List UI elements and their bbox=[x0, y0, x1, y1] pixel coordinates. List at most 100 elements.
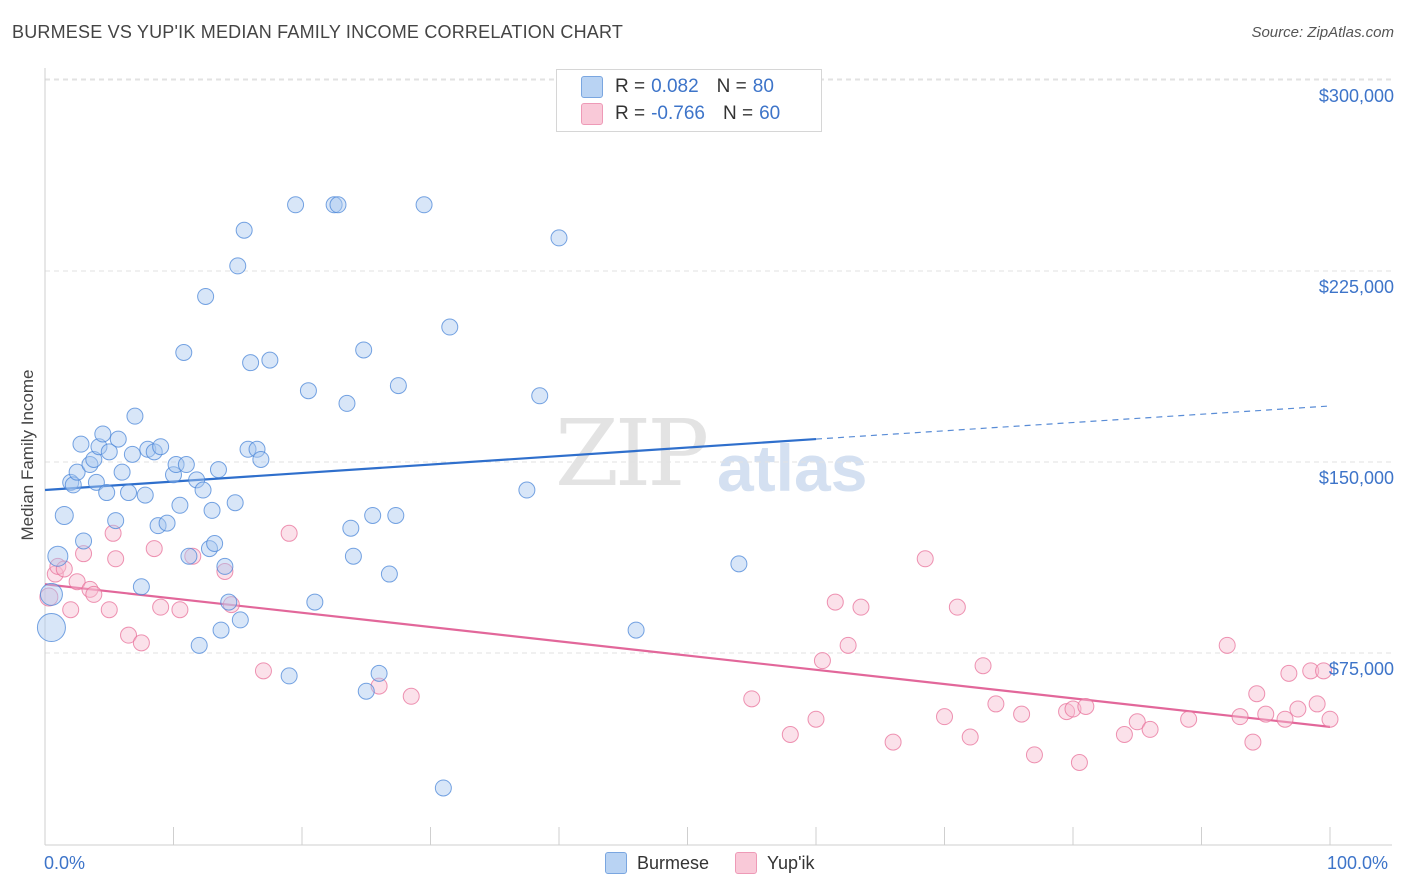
burmese-point bbox=[415, 196, 433, 214]
yupik-point bbox=[1077, 697, 1095, 715]
yupik-point bbox=[85, 585, 103, 603]
yupik-point bbox=[1321, 710, 1339, 728]
yupik-point bbox=[1064, 700, 1082, 718]
burmese-point bbox=[357, 682, 375, 700]
burmese-point bbox=[165, 466, 182, 484]
legend-row-burmese: R = 0.082 N = 80 bbox=[581, 74, 774, 100]
burmese-point bbox=[54, 505, 74, 525]
r-label: R = bbox=[615, 103, 646, 124]
yupik-point bbox=[807, 710, 825, 728]
burmese-point bbox=[94, 425, 112, 443]
yupik-point bbox=[1115, 725, 1133, 743]
burmese-point bbox=[98, 484, 116, 502]
burmese-n-value: 80 bbox=[752, 76, 774, 97]
burmese-point bbox=[344, 547, 362, 565]
burmese-point bbox=[209, 461, 227, 479]
yupik-point bbox=[1141, 720, 1159, 738]
burmese-point bbox=[248, 440, 266, 458]
x-tick-max: 100.0% bbox=[1327, 853, 1389, 873]
burmese-point bbox=[113, 463, 131, 481]
yupik-point bbox=[145, 540, 163, 558]
burmese-point bbox=[441, 318, 459, 336]
burmese-point bbox=[197, 287, 215, 305]
burmese-point bbox=[380, 565, 398, 583]
burmese-point bbox=[175, 343, 193, 361]
yupik-point bbox=[1302, 662, 1320, 680]
legend-item-yupik[interactable]: Yup'ik bbox=[735, 852, 815, 874]
yupik-point bbox=[1218, 636, 1236, 654]
yupik-point bbox=[62, 601, 80, 619]
burmese-point bbox=[123, 445, 141, 463]
correlation-legend: R = 0.082 N = 80 R = -0.766 N = 60 bbox=[556, 69, 822, 132]
yupik-point bbox=[987, 695, 1005, 713]
yupik-point bbox=[171, 601, 189, 619]
n-label: N = bbox=[722, 103, 754, 124]
burmese-point bbox=[550, 229, 568, 247]
yupik-point bbox=[254, 662, 272, 680]
burmese-point bbox=[531, 387, 549, 405]
data-points bbox=[36, 196, 1339, 797]
burmese-swatch bbox=[581, 76, 603, 98]
yupik-point bbox=[184, 547, 202, 565]
burmese-point bbox=[100, 443, 118, 461]
burmese-point bbox=[194, 481, 212, 499]
burmese-point bbox=[109, 430, 127, 448]
yupik-point bbox=[1070, 754, 1088, 772]
yupik-point bbox=[75, 545, 93, 563]
series-legend: Burmese Yup'ik bbox=[605, 852, 841, 874]
burmese-trend-line bbox=[44, 437, 817, 492]
burmese-point bbox=[203, 501, 221, 519]
burmese-point bbox=[85, 450, 103, 468]
legend-row-yupik: R = -0.766 N = 60 bbox=[581, 101, 780, 127]
burmese-point bbox=[132, 578, 150, 596]
yupik-point bbox=[1308, 695, 1326, 713]
yupik-point bbox=[104, 524, 122, 542]
burmese-point bbox=[64, 476, 82, 494]
burmese-legend-swatch bbox=[605, 852, 627, 874]
yupik-point bbox=[813, 652, 831, 670]
burmese-point bbox=[47, 545, 69, 567]
n-label: N = bbox=[716, 76, 747, 97]
yupik-point bbox=[948, 598, 966, 616]
yupik-point bbox=[743, 690, 761, 708]
burmese-point bbox=[239, 440, 257, 458]
yupik-legend-swatch bbox=[735, 852, 758, 874]
burmese-point bbox=[200, 540, 218, 558]
burmese-point bbox=[518, 481, 536, 499]
burmese-point bbox=[434, 779, 452, 797]
yupik-point bbox=[1289, 700, 1307, 718]
burmese-point bbox=[107, 512, 125, 530]
yupik-r-value: -0.766 bbox=[651, 103, 705, 124]
burmese-point bbox=[152, 438, 170, 456]
legend-item-burmese[interactable]: Burmese bbox=[605, 852, 709, 874]
yupik-point bbox=[1128, 713, 1146, 731]
axes bbox=[44, 68, 1392, 846]
burmese-point bbox=[229, 257, 247, 275]
burmese-point bbox=[627, 621, 645, 639]
yupik-swatch bbox=[581, 103, 603, 125]
yupik-point bbox=[916, 550, 934, 568]
y-tick-225000: $225,000 bbox=[1318, 277, 1394, 297]
yupik-point bbox=[839, 636, 857, 654]
yupik-point bbox=[222, 596, 240, 614]
yupik-point bbox=[1244, 733, 1262, 751]
yupik-n-value: 60 bbox=[759, 103, 781, 124]
burmese-point bbox=[68, 463, 86, 481]
burmese-point bbox=[231, 611, 249, 629]
burmese-point bbox=[226, 494, 244, 512]
yupik-point bbox=[1276, 710, 1294, 728]
yupik-point bbox=[1248, 685, 1266, 703]
y-tick-150000: $150,000 bbox=[1318, 468, 1394, 488]
yupik-point bbox=[1013, 705, 1031, 723]
yupik-point bbox=[1180, 710, 1198, 728]
burmese-point bbox=[306, 593, 324, 611]
burmese-point bbox=[36, 613, 66, 643]
yupik-point bbox=[100, 601, 118, 619]
burmese-point bbox=[242, 354, 260, 372]
burmese-point bbox=[389, 377, 407, 395]
burmese-point bbox=[87, 473, 105, 491]
burmese-point bbox=[338, 394, 356, 412]
burmese-point bbox=[75, 532, 93, 550]
burmese-point bbox=[325, 196, 343, 214]
